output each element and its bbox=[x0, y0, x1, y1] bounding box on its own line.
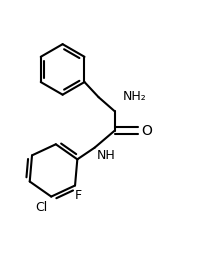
Text: Cl: Cl bbox=[35, 201, 47, 214]
Text: O: O bbox=[142, 123, 153, 137]
Text: F: F bbox=[75, 189, 82, 202]
Text: NH: NH bbox=[97, 149, 115, 162]
Text: NH₂: NH₂ bbox=[123, 90, 147, 103]
